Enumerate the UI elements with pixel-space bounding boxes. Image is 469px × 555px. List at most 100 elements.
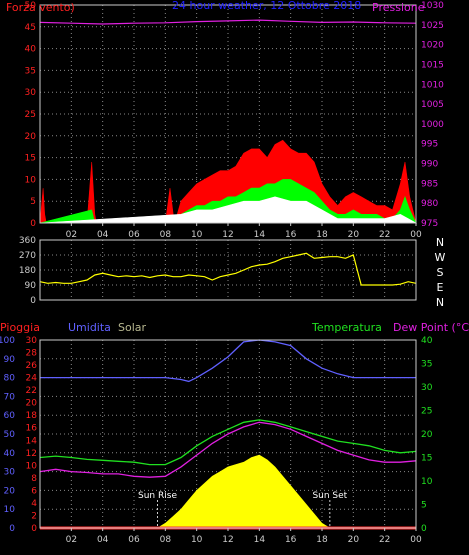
rain-tick-label: 4: [31, 499, 37, 509]
rain-tick-label: 18: [26, 411, 38, 421]
rain-tick-label: 30: [26, 336, 38, 346]
legend-pioggia: Pioggia: [0, 321, 40, 334]
compass-label: N: [436, 296, 444, 309]
wind-time-tick-label: 14: [254, 230, 266, 240]
humidity-tick-label: 60: [4, 411, 16, 421]
rain-tick-label: 24: [26, 374, 38, 384]
temperature-time-tick-label: 04: [97, 535, 109, 545]
rain-tick-label: 20: [26, 399, 38, 409]
series-vento: [39, 196, 418, 224]
wind-speed-tick-label: 15: [25, 154, 36, 164]
humidity-tick-label: 40: [4, 449, 16, 459]
temperature-time-tick-label: 14: [254, 535, 266, 545]
legend-umidita: Umidita: [68, 321, 111, 334]
humidity-axis: 0 10 20 30 40 50 60 70 80 90 100: [0, 336, 15, 534]
wind-time-tick-label: 04: [97, 230, 109, 240]
direction-tick-label: 360: [19, 236, 36, 246]
sun-annotations: Sun Rise Sun Set: [138, 491, 348, 528]
wind-speed-tick-label: 35: [25, 66, 36, 76]
rain-tick-label: 2: [31, 511, 37, 521]
temperature-time-tick-label: 20: [348, 535, 360, 545]
pressure-tick-label: 1000: [421, 120, 444, 130]
wind-speed-tick-label: 50: [25, 1, 37, 11]
temperature-tick-label: 30: [421, 383, 433, 393]
direction-grid: [40, 240, 416, 300]
wind-time-tick-label: 20: [348, 230, 360, 240]
rain-tick-label: 8: [31, 474, 37, 484]
temperature-tick-label: 0: [421, 524, 427, 534]
compass-label: E: [437, 281, 444, 294]
humidity-tick-label: 50: [4, 430, 16, 440]
wind-speed-tick-label: 40: [25, 45, 37, 55]
compass-label: N: [436, 236, 444, 249]
direction-degree-axis: 0 90 180 270 360: [19, 236, 36, 306]
wind-speed-tick-label: 45: [25, 23, 36, 33]
temperature-axis: 0 5 10 15 20 25 30 35 40: [421, 336, 433, 534]
wind-speed-tick-label: 30: [25, 88, 37, 98]
pressure-tick-label: 1030: [421, 1, 444, 11]
rain-tick-label: 16: [26, 424, 38, 434]
wind-axis-title: Forza vento): [6, 1, 75, 14]
series-direzione: [39, 252, 417, 286]
temperature-time-tick-label: 16: [285, 535, 297, 545]
pressure-tick-label: 1005: [421, 100, 444, 110]
pressure-tick-label: 1025: [421, 21, 444, 31]
wind-speed-tick-label: 0: [30, 219, 36, 229]
wind-speed-tick-label: 20: [25, 132, 37, 142]
pressure-tick-label: 985: [421, 179, 438, 189]
temperature-time-tick-label: 00: [410, 535, 422, 545]
temperature-time-tick-label: 22: [379, 535, 390, 545]
direction-tick-label: 90: [25, 281, 37, 291]
series-umidita: [40, 339, 416, 383]
humidity-tick-label: 30: [4, 468, 16, 478]
series-temperatura: [39, 419, 417, 466]
rain-tick-label: 0: [31, 524, 37, 534]
direction-frame: [39, 239, 417, 301]
temperature-time-tick-label: 18: [316, 535, 328, 545]
chart-title: 24 hour weather, 12 Ottobre 2018: [172, 0, 361, 12]
temperature-time-tick-label: 06: [128, 535, 140, 545]
legend-dew-point: Dew Point (°C): [393, 321, 469, 334]
rain-tick-label: 12: [26, 449, 37, 459]
wind-time-tick-label: 22: [379, 230, 390, 240]
pressure-tick-label: 990: [421, 160, 438, 170]
series-solar: [40, 454, 416, 529]
temperature-time-tick-label: 02: [66, 535, 77, 545]
pressure-tick-label: 975: [421, 219, 438, 229]
legend-solar: Solar: [118, 321, 147, 334]
temperature-time-tick-label: 10: [191, 535, 203, 545]
legend-temperatura: Temperatura: [311, 321, 382, 334]
temperature-time-tick-label: 12: [222, 535, 233, 545]
wind-time-tick-label: 08: [160, 230, 172, 240]
wind-time-axis: 02 04 06 08 10 12 14 16 18 20 22 00: [66, 223, 422, 240]
direction-tick-label: 270: [19, 251, 36, 261]
rain-tick-label: 10: [26, 461, 38, 471]
pressure-tick-label: 1015: [421, 60, 444, 70]
temperature-tick-label: 25: [421, 407, 432, 417]
pressure-axis-title: Pressione: [372, 1, 425, 14]
pressure-tick-label: 995: [421, 140, 438, 150]
sun-marker-label: Sun Rise: [138, 491, 177, 501]
pressure-tick-label: 1010: [421, 80, 444, 90]
direction-series: [39, 252, 417, 286]
rain-tick-label: 14: [26, 436, 38, 446]
temperature-time-tick-label: 08: [160, 535, 172, 545]
rain-tick-label: 26: [26, 361, 38, 371]
temperature-tick-label: 40: [421, 336, 433, 346]
direction-tick-label: 180: [19, 266, 36, 276]
humidity-tick-label: 10: [4, 505, 16, 515]
rain-tick-label: 22: [26, 386, 37, 396]
series-pressione: [39, 19, 417, 25]
wind-series: [39, 19, 418, 224]
wind-speed-tick-label: 25: [25, 110, 36, 120]
temperature-tick-label: 10: [421, 477, 433, 487]
wind-time-tick-label: 16: [285, 230, 297, 240]
wind-time-tick-label: 00: [410, 230, 422, 240]
temperature-tick-label: 5: [421, 501, 427, 511]
temperature-tick-label: 35: [421, 360, 432, 370]
